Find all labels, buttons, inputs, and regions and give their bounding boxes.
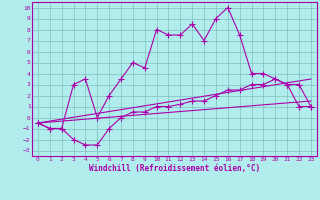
X-axis label: Windchill (Refroidissement éolien,°C): Windchill (Refroidissement éolien,°C) [89,164,260,173]
